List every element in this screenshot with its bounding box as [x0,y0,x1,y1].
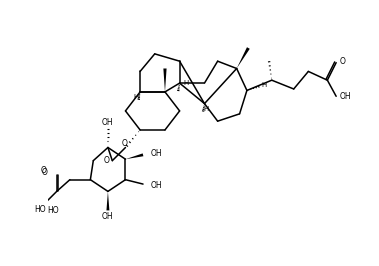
Text: HO: HO [47,206,59,215]
Text: OH: OH [102,212,114,221]
Text: H: H [203,106,208,112]
Polygon shape [106,192,110,210]
Polygon shape [125,153,143,159]
Text: O: O [122,139,128,148]
Polygon shape [163,69,167,92]
Text: HO: HO [34,205,45,214]
Text: O: O [41,167,47,175]
Text: O: O [42,168,48,177]
Text: O: O [340,57,346,66]
Text: H: H [183,80,189,86]
Text: OH: OH [340,92,351,101]
Text: OH: OH [150,181,162,190]
Text: O: O [104,156,110,165]
Text: H: H [262,82,267,88]
Text: OH: OH [102,118,114,127]
Polygon shape [236,47,250,69]
Text: H: H [133,94,138,100]
Text: OH: OH [150,149,162,158]
